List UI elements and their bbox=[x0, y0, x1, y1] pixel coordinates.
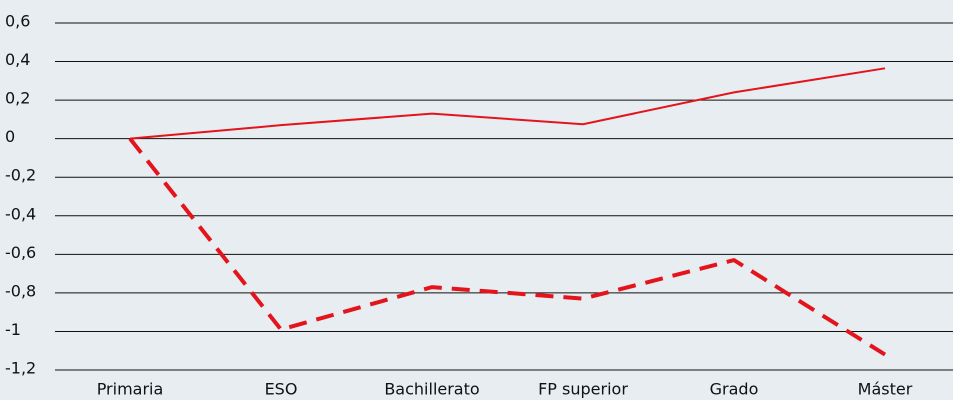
y-tick-label: 0,2 bbox=[5, 89, 30, 108]
y-tick-label: -0,4 bbox=[5, 204, 36, 223]
series-line bbox=[128, 137, 887, 357]
y-tick-label: 0,6 bbox=[5, 12, 30, 31]
x-tick-label: ESO bbox=[265, 380, 298, 399]
y-tick-label: -1,2 bbox=[5, 359, 36, 378]
y-tick-label: -0,6 bbox=[5, 243, 36, 262]
y-tick-label: 0,4 bbox=[5, 50, 30, 69]
x-tick-label: Primaria bbox=[97, 380, 164, 399]
x-tick-label: Grado bbox=[710, 380, 759, 399]
x-tick-label: Bachillerato bbox=[384, 380, 479, 399]
y-tick-label: 0 bbox=[5, 127, 15, 146]
x-tick-label: Máster bbox=[858, 380, 913, 399]
x-tick-label: FP superior bbox=[538, 380, 628, 399]
y-tick-label: -0,8 bbox=[5, 281, 36, 300]
series-line bbox=[129, 67, 886, 140]
y-tick-label: -0,2 bbox=[5, 166, 36, 185]
y-tick-label: -1 bbox=[5, 320, 21, 339]
